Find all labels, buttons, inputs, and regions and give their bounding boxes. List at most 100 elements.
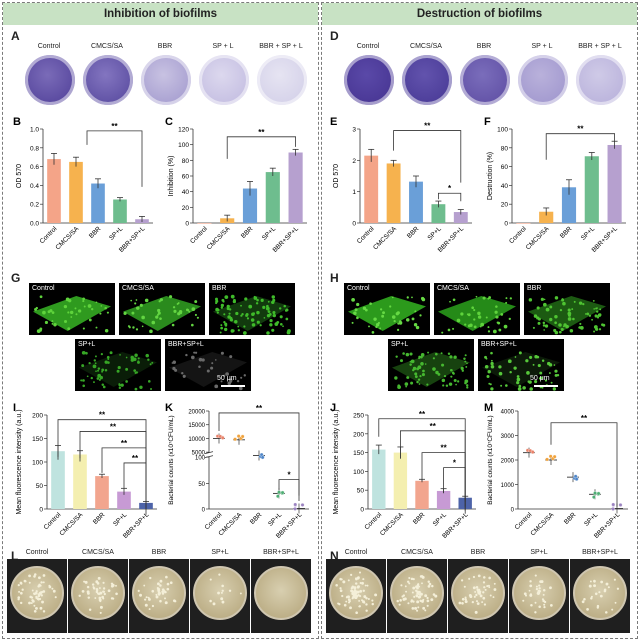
bacteria-dot: [196, 316, 199, 319]
bacteria-dot: [177, 302, 180, 304]
bacteria-dot: [584, 313, 587, 315]
colony: [482, 596, 486, 600]
bacteria-dot: [216, 311, 219, 314]
bacteria-dot: [534, 355, 538, 359]
bar: [113, 199, 127, 223]
bacteria-dot: [86, 375, 89, 378]
colony: [144, 598, 147, 601]
bacteria-dot: [265, 306, 270, 311]
bacteria-dot: [137, 357, 140, 360]
bar: [584, 156, 599, 223]
bacteria-dot: [441, 331, 444, 334]
colony: [535, 587, 539, 591]
bacteria-dot: [132, 326, 135, 329]
bacteria-dot: [267, 310, 271, 314]
colony: [550, 604, 553, 607]
colony: [411, 591, 414, 594]
colony: [482, 581, 486, 584]
bacteria-dot: [256, 320, 260, 324]
colony: [145, 596, 148, 599]
bacteria-dot: [516, 375, 520, 378]
significance-label: **: [99, 411, 106, 420]
bar: [73, 454, 87, 509]
colony: [218, 573, 221, 576]
y-tick-label: 0: [202, 508, 206, 514]
colony: [468, 593, 472, 597]
bar: [288, 152, 303, 223]
x-tick-label: Control: [43, 511, 63, 531]
bacteria-dot: [505, 301, 508, 304]
x-tick-label: BBR: [92, 511, 107, 526]
colony: [342, 580, 346, 584]
colony: [28, 581, 31, 584]
colony: [115, 584, 117, 587]
section-title: Destruction of biofilms: [322, 3, 637, 25]
bacteria-dot: [135, 328, 139, 331]
bacteria-dot: [391, 296, 394, 299]
colony: [38, 576, 41, 580]
colony: [161, 592, 165, 595]
plate-label: Control: [25, 549, 49, 556]
bacteria-dot: [237, 329, 240, 332]
data-point: [611, 507, 615, 511]
colony: [414, 606, 418, 610]
y-axis-label: Mean fluorescence intensity (a.u.): [16, 409, 23, 514]
bacteria-dot: [528, 298, 533, 302]
colony: [159, 579, 163, 583]
colony: [489, 594, 492, 597]
panel-label-h: H: [330, 271, 339, 285]
bacteria-dot: [477, 315, 482, 319]
bacteria-dot: [449, 355, 453, 359]
y-tick-label: 120: [178, 127, 189, 134]
bar: [372, 449, 386, 509]
bacteria-dot: [569, 328, 574, 333]
colony: [35, 606, 38, 610]
biofilm-layer: [528, 296, 606, 331]
colony: [476, 602, 480, 605]
bacteria-dot: [255, 302, 259, 305]
bacteria-dot: [406, 318, 408, 321]
bacteria-dot: [116, 369, 120, 373]
bacteria-dot: [272, 313, 276, 318]
data-point: [276, 494, 280, 499]
bacteria-dot: [81, 350, 86, 355]
colony: [458, 601, 462, 605]
colony: [401, 595, 404, 598]
colony: [431, 584, 434, 588]
bacteria-dot: [498, 328, 502, 332]
colony: [358, 605, 361, 608]
bacteria-dot: [414, 372, 418, 376]
x-tick-label: SP+L: [580, 225, 597, 242]
data-point: [618, 503, 623, 507]
x-tick-label: BBR: [412, 511, 427, 526]
bacteria-dot: [553, 364, 556, 366]
significance-bracket: [438, 192, 462, 202]
colony: [81, 590, 85, 593]
bacteria-dot: [443, 374, 447, 378]
y-tick-label: 0.0: [30, 221, 39, 228]
bacteria-dot: [135, 299, 138, 301]
colony: [31, 589, 34, 592]
fluorescence-render: [213, 294, 291, 335]
bacteria-dot: [85, 351, 88, 355]
bacteria-dot: [540, 297, 544, 301]
colony: [42, 610, 46, 613]
colony: [40, 581, 43, 584]
bacteria-dot: [579, 322, 582, 325]
panel-label-a: A: [11, 29, 20, 43]
biofilm-well-image: [402, 55, 452, 105]
bacteria-dot: [409, 363, 412, 366]
scale-label: 50 μm: [217, 375, 237, 382]
bacteria-dot: [377, 321, 381, 325]
well-label: CMCS/SA: [91, 43, 123, 50]
bacteria-dot: [220, 324, 223, 327]
agar-plate-image: [390, 566, 444, 620]
colony: [347, 579, 350, 582]
y-tick-label: 0.4: [30, 183, 39, 190]
plate-label: BBR: [151, 549, 167, 556]
significance-bracket: [550, 422, 618, 507]
bacteria-dot: [172, 306, 176, 309]
data-point: [240, 434, 245, 439]
colony: [534, 601, 537, 604]
bacteria-dot: [411, 296, 413, 299]
